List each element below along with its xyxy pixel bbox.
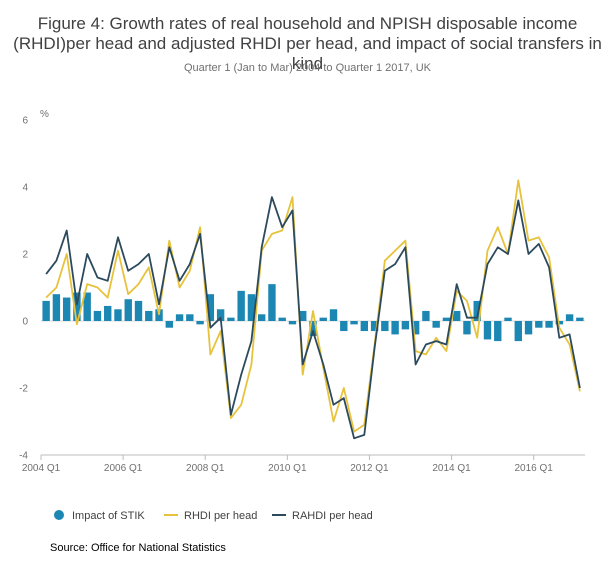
stik-bar (565, 314, 574, 321)
stik-bar (319, 317, 327, 321)
legend-item-stik: Impact of STIK (54, 510, 145, 522)
stik-bar (309, 321, 317, 337)
stik-bar (514, 321, 522, 342)
stik-bar (463, 321, 471, 335)
stik-bar (360, 321, 369, 332)
stik-bar (206, 294, 215, 321)
stik-bars (42, 284, 584, 342)
legend-item-rhdi: RHDI per head (164, 510, 257, 522)
legend-swatch-rahdi (272, 514, 286, 516)
rhdi-line (45, 179, 581, 433)
stik-bar (422, 310, 430, 321)
stik-bar (442, 317, 451, 321)
legend-label-rahdi: RAHDI per head (292, 510, 373, 522)
stik-bar (329, 309, 338, 321)
stik-bar (134, 300, 143, 321)
stik-bar (175, 314, 184, 321)
legend-label-rhdi: RHDI per head (184, 510, 258, 522)
source-note: Source: Office for National Statistics (50, 542, 226, 554)
stik-bar (545, 321, 553, 328)
stik-bar (145, 310, 153, 321)
stik-bar (124, 299, 132, 321)
series-lines (45, 179, 581, 440)
stik-bar (473, 300, 481, 321)
chart-title: Figure 4: Growth rates of real household… (13, 14, 602, 73)
y-tick-label: 0 (22, 317, 28, 328)
stik-bar (340, 321, 348, 332)
stik-bar (73, 292, 81, 321)
stik-bar (196, 321, 204, 325)
x-tick-label: 2012 Q1 (350, 463, 389, 474)
legend-swatch-stik (54, 510, 64, 520)
stik-bar (370, 321, 379, 332)
stik-bar (216, 309, 225, 321)
x-tick-label: 2014 Q1 (432, 463, 471, 474)
x-tick-label: 2016 Q1 (514, 463, 553, 474)
stik-bar (299, 310, 307, 321)
stik-bar (83, 292, 91, 321)
stik-bar (278, 317, 286, 321)
y-tick-label: 2 (22, 250, 28, 261)
stik-bar (114, 309, 122, 321)
x-tick-label: 2004 Q1 (22, 463, 61, 474)
chart-subtitle: Quarter 1 (Jan to Mar) 2004 to Quarter 1… (183, 62, 431, 74)
stik-bar (227, 317, 235, 321)
stik-bar (535, 321, 543, 328)
y-tick-label: -2 (19, 384, 28, 395)
legend-label-stik: Impact of STIK (72, 510, 145, 522)
y-tick-labels: 6 4 2 0 -2 -4 (19, 116, 28, 462)
stik-bar (524, 321, 533, 335)
stik-bar (42, 300, 50, 321)
stik-bar (257, 314, 266, 321)
stik-bar (186, 314, 194, 321)
stik-bar (93, 310, 102, 321)
stik-bar (52, 294, 61, 321)
stik-bar (381, 321, 389, 332)
stik-bar (268, 284, 276, 321)
stik-bar (165, 321, 173, 328)
stik-bar (247, 294, 256, 321)
stik-bar (432, 321, 440, 328)
x-axis: 2004 Q1 2006 Q1 2008 Q1 2010 Q1 2012 Q1 2014 … (22, 454, 585, 474)
stik-bar (350, 321, 358, 325)
y-tick-label: 6 (22, 116, 28, 127)
stik-bar (453, 310, 461, 321)
stik-bar (288, 321, 297, 325)
stik-bar (411, 321, 420, 335)
x-tick-label: 2008 Q1 (186, 463, 225, 474)
y-tick-label: -4 (19, 451, 28, 462)
stik-bar (62, 297, 71, 321)
stik-bar (504, 317, 512, 321)
legend-swatch-rhdi (164, 514, 178, 516)
x-tick-label: 2010 Q1 (268, 463, 307, 474)
stik-bar (237, 290, 245, 321)
stik-bar (401, 321, 410, 330)
stik-bar (494, 321, 502, 342)
legend-item-rahdi: RAHDI per head (272, 510, 373, 522)
y-axis-label: % (40, 109, 49, 120)
x-tick-label: 2006 Q1 (104, 463, 143, 474)
stik-bar (391, 321, 399, 335)
stik-bar (104, 305, 112, 321)
y-tick-label: 4 (22, 183, 28, 194)
rahdi-line (45, 196, 581, 440)
stik-bar (576, 317, 584, 321)
stik-bar (483, 321, 492, 340)
